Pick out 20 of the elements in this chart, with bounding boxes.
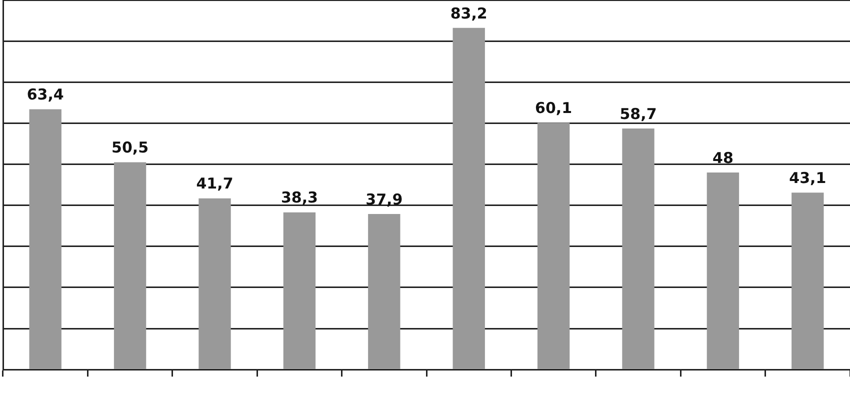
data-label: 41,7 [196, 174, 234, 193]
bar [114, 162, 146, 369]
bar [537, 122, 570, 369]
bar [283, 212, 316, 369]
bar [368, 214, 400, 369]
data-label: 63,4 [26, 86, 64, 104]
bar [792, 192, 824, 369]
data-label: 50,5 [112, 138, 149, 157]
data-label: 60,1 [535, 99, 572, 118]
data-label: 48 [712, 148, 734, 167]
data-label: 43,1 [789, 168, 826, 187]
data-label: 83,2 [450, 4, 488, 22]
bar [29, 109, 62, 369]
data-label: 38,3 [280, 188, 318, 207]
bar [622, 128, 654, 369]
data-label: 37,9 [366, 190, 403, 208]
bar [452, 28, 485, 369]
bar [198, 198, 231, 369]
data-label: 58,7 [620, 104, 657, 123]
bar [706, 172, 740, 369]
